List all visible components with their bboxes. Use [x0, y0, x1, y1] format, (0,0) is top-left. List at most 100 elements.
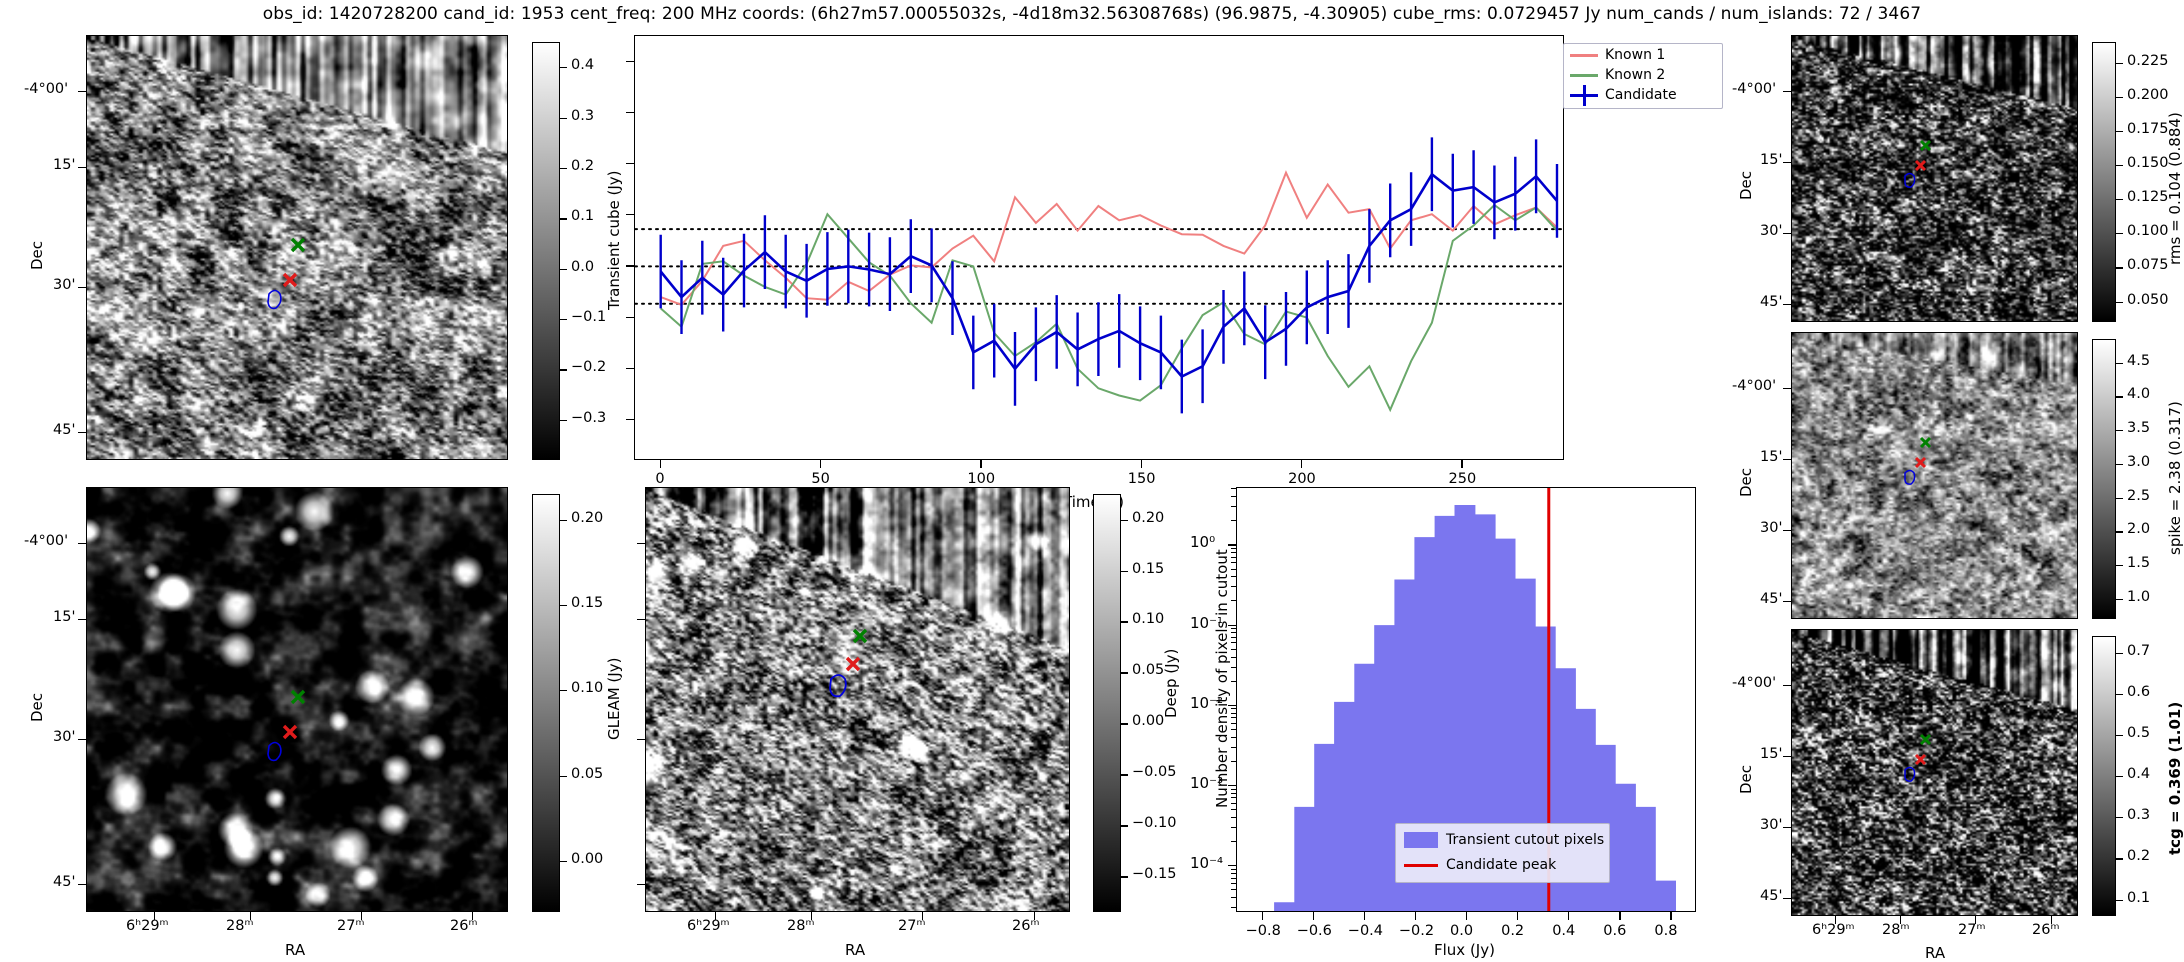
colorbar-tick [560, 67, 567, 69]
colorbar-tick-label: 0.050 [2127, 291, 2169, 308]
panel-deep-xlabel: RA [845, 941, 866, 959]
histogram-xtick-label: −0.8 [1245, 923, 1281, 939]
colorbar-tick [2116, 430, 2123, 432]
legend-swatch-known2 [1570, 74, 1598, 77]
histogram-ytick-minor [1231, 548, 1236, 550]
tcg-colorbar-label: tcg = 0.369 (1.01) [2166, 701, 2184, 855]
spike-colorbar[interactable] [2092, 339, 2116, 619]
colorbar-tick [1121, 723, 1128, 725]
colorbar-tick [2116, 693, 2123, 695]
colorbar-tick-label: 0.1 [2127, 889, 2151, 906]
panel-rms-image[interactable] [1791, 35, 2078, 322]
lightcurve-xtick [1140, 460, 1142, 468]
colorbar-tick [560, 319, 567, 321]
deep-canvas [646, 488, 1069, 911]
lightcurve-xtick-label: 200 [1288, 471, 1316, 487]
histogram-ytick-minor [1231, 872, 1236, 874]
colorbar-tick [2116, 817, 2123, 819]
histogram-ytick-minor [1231, 568, 1236, 570]
colorbar-tick-label: 0.5 [2127, 724, 2151, 741]
panel-spike-ylabel: Dec [1737, 467, 1755, 497]
colorbar-tick-label: 0.4 [571, 57, 595, 74]
panel-tcg-image[interactable] [1791, 629, 2078, 916]
lightcurve-ytick [626, 60, 634, 62]
panel-transient-cube-image[interactable] [86, 35, 508, 460]
histogram-ytick-label: 10⁻³ [1190, 773, 1224, 792]
dec-tick-label: -4°00' [1732, 81, 1777, 97]
colorbar-tick-label: −0.10 [1132, 815, 1177, 832]
rms-colorbar[interactable] [2092, 42, 2116, 322]
lightcurve-ytick [626, 163, 634, 165]
colorbar-tick-label: 0.3 [2127, 807, 2151, 824]
colorbar-tick [2116, 734, 2123, 737]
histogram-ytick-minor [1231, 897, 1236, 899]
lightcurve-xtick [980, 460, 982, 468]
legend-label-known2: Known 2 [1605, 67, 1666, 83]
histogram-ytick-minor [1231, 809, 1236, 811]
colorbar-tick [2116, 301, 2123, 303]
histogram-xtick [1670, 912, 1672, 920]
gleam-colorbar-label: GLEAM (Jy) [605, 657, 623, 740]
histogram-ytick-label: 10⁻¹ [1190, 613, 1224, 632]
panel-gleam-ylabel: Dec [28, 692, 46, 722]
colorbar-tick-label: 0.20 [1132, 509, 1165, 526]
dec-tick-label: 45' [1760, 294, 1783, 310]
deep-colorbar-label: Deep (Jy) [1162, 648, 1180, 718]
gleam-colorbar[interactable] [532, 494, 560, 912]
panel-deep-image[interactable] [645, 487, 1070, 912]
lightcurve-ytick [626, 111, 634, 114]
histogram-ytick-minor [1231, 586, 1236, 588]
colorbar-tick-label: 0.225 [2127, 52, 2169, 69]
colorbar-tick [560, 369, 567, 371]
colorbar-tick-label: 0.7 [2127, 642, 2151, 659]
colorbar-tick-label: 4.0 [2127, 386, 2151, 403]
colorbar-tick [2116, 130, 2123, 133]
dec-tick-label: 15' [1760, 746, 1783, 762]
panel-gleam-xlabel: RA [285, 941, 306, 959]
ra-tick-label: 6ʰ29ᵐ [687, 918, 730, 934]
colorbar-tick [560, 218, 567, 220]
colorbar-tick [560, 167, 567, 170]
colorbar-tick [1121, 621, 1128, 623]
colorbar-tick [2116, 362, 2123, 364]
ra-tick-label: 26ᵐ [2032, 922, 2060, 938]
colorbar-tick [2116, 96, 2123, 98]
colorbar-tick [1121, 519, 1128, 521]
histogram-xtick-label: 0.2 [1501, 923, 1525, 939]
dec-tick-label: 30' [1760, 817, 1783, 833]
lightcurve-plot[interactable] [634, 35, 1564, 460]
ra-tick-label: 6ʰ29ᵐ [1812, 922, 1855, 938]
colorbar-tick [2116, 497, 2123, 499]
ra-tick-label: 28ᵐ [787, 918, 815, 934]
panel-spike-image[interactable] [1791, 332, 2078, 619]
panel-gleam-image[interactable] [86, 487, 508, 912]
histogram-ytick-minor [1231, 868, 1236, 870]
ra-tick-label: 26ᵐ [1012, 918, 1040, 934]
histogram-ytick-label: 10⁰ [1190, 533, 1216, 552]
legend-swatch-candidate [1570, 94, 1598, 97]
histogram-xtick-label: −0.2 [1398, 923, 1435, 939]
colorbar-tick-label: 0.15 [1132, 560, 1165, 577]
histogram-ytick [1228, 865, 1236, 867]
ra-tick-label: 28ᵐ [226, 918, 254, 934]
dec-tick-label: -4°00' [1732, 378, 1777, 394]
legend-label-candidate-peak: Candidate peak [1446, 857, 1557, 873]
ra-tick-label: 6ʰ29ᵐ [126, 918, 169, 934]
histogram-xtick [1619, 912, 1621, 920]
colorbar-tick [1121, 774, 1128, 776]
transient-cube-colorbar[interactable] [532, 42, 560, 460]
histogram-ytick-minor [1231, 506, 1236, 508]
panel-tcg-ylabel: Dec [1737, 764, 1755, 794]
lightcurve-ytick [626, 419, 634, 421]
deep-colorbar[interactable] [1093, 494, 1121, 912]
colorbar-tick [2116, 199, 2123, 201]
colorbar-tick [2116, 858, 2123, 860]
histogram-xtick [1414, 912, 1417, 920]
histogram-ytick [1228, 544, 1236, 546]
tcg-colorbar[interactable] [2092, 636, 2116, 916]
colorbar-tick [2116, 531, 2123, 533]
colorbar-tick-label: 0.0 [571, 258, 595, 275]
colorbar-tick-label: 0.100 [2127, 223, 2169, 240]
colorbar-tick [2116, 776, 2123, 778]
dec-tick-label: 45' [1760, 888, 1783, 904]
